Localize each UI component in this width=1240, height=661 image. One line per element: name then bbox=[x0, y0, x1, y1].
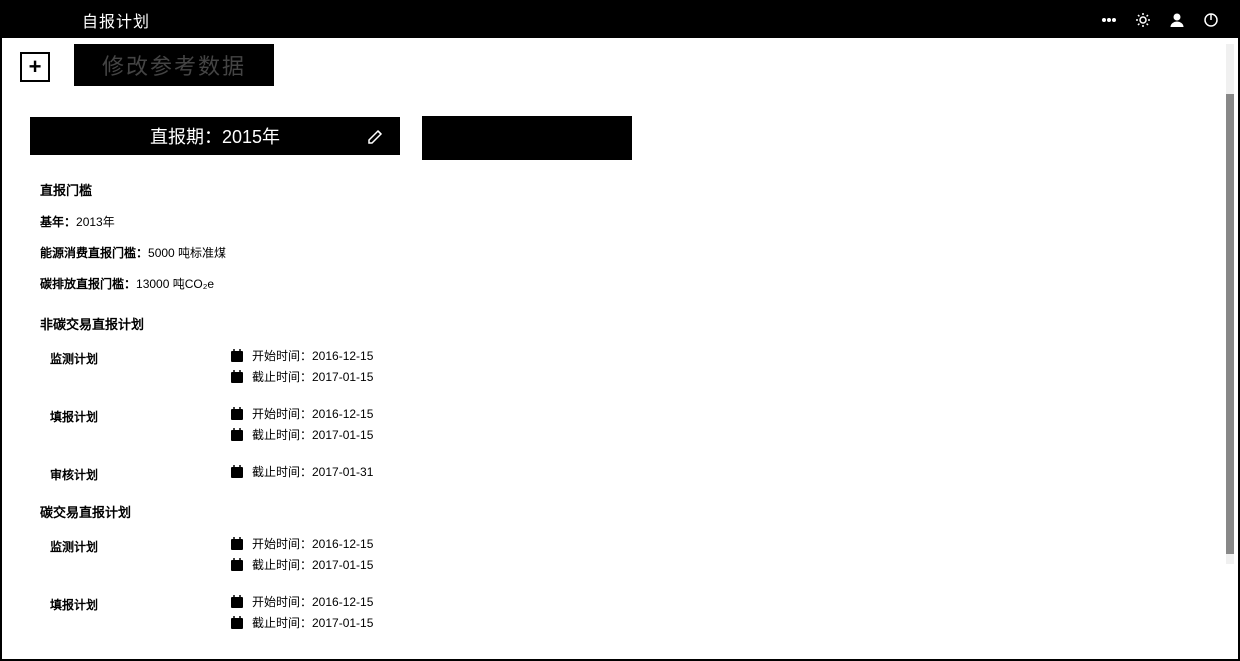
power-icon[interactable] bbox=[1200, 9, 1222, 31]
edit-icon[interactable] bbox=[366, 126, 386, 146]
start-time-line: 开始时间：2016-12-15 bbox=[230, 593, 373, 610]
plan-row: 监测计划开始时间：2016-12-15 截止时间：2017-01-15 bbox=[50, 347, 1214, 389]
side-badge[interactable] bbox=[422, 116, 632, 160]
plan-times: 开始时间：2016-12-15 截止时间：2017-01-15 bbox=[230, 347, 373, 389]
plan-row: 审核计划截止时间：2017-01-31 bbox=[50, 463, 1214, 484]
calendar-icon bbox=[230, 370, 244, 384]
plan-name: 填报计划 bbox=[50, 405, 230, 425]
calendar-icon bbox=[230, 595, 244, 609]
plan-name: 填报计划 bbox=[50, 593, 230, 613]
calendar-icon bbox=[230, 537, 244, 551]
start-time-line: 开始时间：2016-12-15 bbox=[230, 405, 373, 422]
plan-times: 开始时间：2016-12-15 截止时间：2017-01-15 bbox=[230, 535, 373, 577]
end-time-line: 截止时间：2017-01-15 bbox=[230, 368, 373, 385]
start-time-line: 开始时间：2016-12-15 bbox=[230, 535, 373, 552]
scrollbar[interactable] bbox=[1226, 44, 1234, 564]
base-year-row: 基年：2013年 bbox=[40, 213, 1214, 230]
dots-icon[interactable] bbox=[1098, 9, 1120, 31]
calendar-icon bbox=[230, 616, 244, 630]
plus-label: + bbox=[29, 54, 42, 80]
plan-row: 填报计划开始时间：2016-12-15 截止时间：2017-01-15 bbox=[50, 593, 1214, 635]
page-title: 自报计划 bbox=[82, 8, 150, 32]
non-carbon-title: 非碳交易直报计划 bbox=[40, 314, 1214, 333]
plan-row: 填报计划开始时间：2016-12-15 截止时间：2017-01-15 bbox=[50, 405, 1214, 447]
plan-row: 监测计划开始时间：2016-12-15 截止时间：2017-01-15 bbox=[50, 535, 1214, 577]
period-text: 直报期：2015年 bbox=[150, 123, 280, 149]
plan-times: 截止时间：2017-01-31 bbox=[230, 463, 373, 484]
calendar-icon bbox=[230, 428, 244, 442]
topbar: 自报计划 bbox=[2, 2, 1238, 38]
user-icon[interactable] bbox=[1166, 9, 1188, 31]
plan-name: 审核计划 bbox=[50, 463, 230, 483]
content-area: 直报期：2015年 直报门槛 基年：2013年 能源消费直报门槛：5000 吨标… bbox=[30, 112, 1214, 647]
start-time-line: 开始时间：2016-12-15 bbox=[230, 347, 373, 364]
end-time-line: 截止时间：2017-01-15 bbox=[230, 426, 373, 443]
threshold-title: 直报门槛 bbox=[40, 180, 1214, 199]
end-time-line: 截止时间：2017-01-15 bbox=[230, 614, 373, 631]
plan-name: 监测计划 bbox=[50, 535, 230, 555]
non-carbon-list: 监测计划开始时间：2016-12-15截止时间：2017-01-15填报计划开始… bbox=[50, 347, 1214, 484]
carbon-threshold-row: 碳排放直报门槛：13000 吨CO₂e bbox=[40, 275, 1214, 292]
plan-name: 监测计划 bbox=[50, 347, 230, 367]
energy-threshold-row: 能源消费直报门槛：5000 吨标准煤 bbox=[40, 244, 1214, 261]
add-button[interactable]: + bbox=[20, 52, 50, 82]
calendar-icon bbox=[230, 465, 244, 479]
plan-times: 开始时间：2016-12-15 截止时间：2017-01-15 bbox=[230, 593, 373, 635]
gear-icon[interactable] bbox=[1132, 9, 1154, 31]
end-time-line: 截止时间：2017-01-31 bbox=[230, 463, 373, 480]
scrollbar-thumb[interactable] bbox=[1226, 94, 1234, 554]
carbon-list: 监测计划开始时间：2016-12-15截止时间：2017-01-15填报计划开始… bbox=[50, 535, 1214, 635]
period-bar: 直报期：2015年 bbox=[30, 117, 400, 155]
plan-times: 开始时间：2016-12-15 截止时间：2017-01-15 bbox=[230, 405, 373, 447]
sub-badge[interactable]: 修改参考数据 bbox=[74, 44, 274, 86]
end-time-line: 截止时间：2017-01-15 bbox=[230, 556, 373, 573]
calendar-icon bbox=[230, 558, 244, 572]
calendar-icon bbox=[230, 407, 244, 421]
carbon-title: 碳交易直报计划 bbox=[40, 502, 1214, 521]
calendar-icon bbox=[230, 349, 244, 363]
